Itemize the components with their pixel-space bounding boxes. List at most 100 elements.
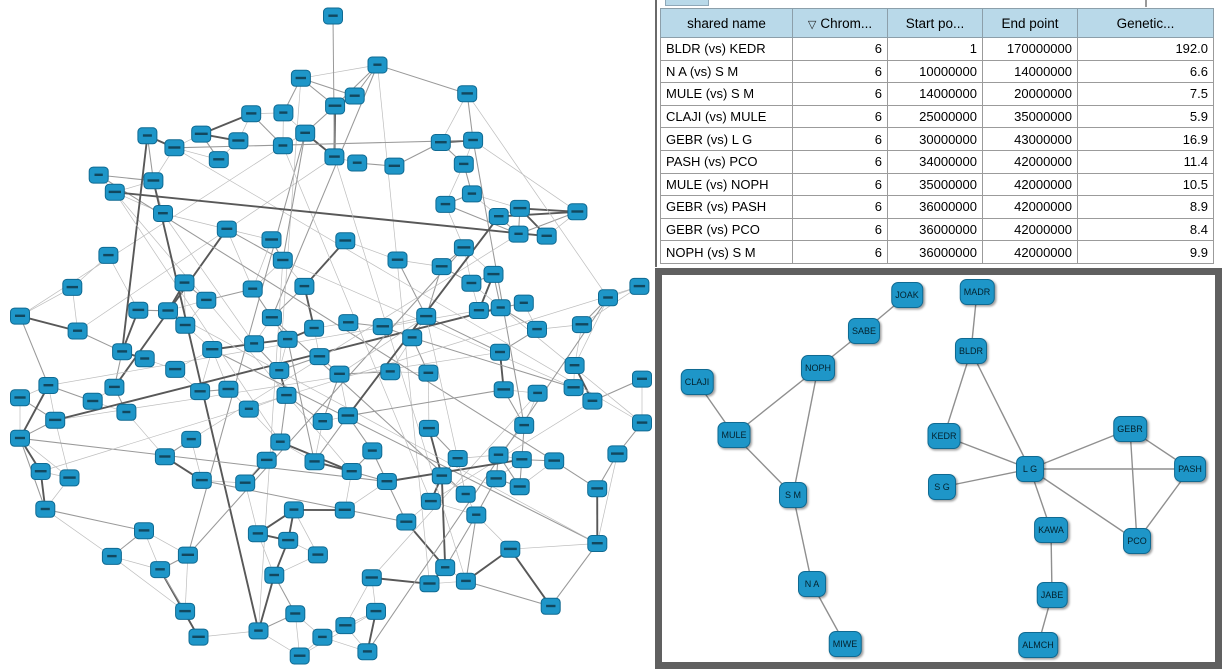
network-node[interactable] [511, 451, 532, 469]
network-node[interactable] [59, 469, 80, 487]
network-node[interactable] [269, 362, 290, 379]
network-node[interactable] [216, 220, 237, 238]
network-node[interactable] [341, 463, 362, 480]
network-node[interactable] [509, 478, 530, 496]
network-node[interactable] [174, 274, 195, 292]
network-node[interactable] [324, 148, 345, 166]
network-node-JOAK[interactable]: JOAK [891, 282, 923, 308]
network-node[interactable] [10, 389, 30, 407]
network-node[interactable] [295, 124, 316, 142]
network-node[interactable] [191, 471, 212, 489]
network-node[interactable] [455, 485, 476, 503]
network-node[interactable] [104, 183, 125, 201]
network-node[interactable] [134, 522, 154, 540]
network-node-GEBR[interactable]: GEBR [1113, 416, 1147, 442]
network-node[interactable] [461, 274, 482, 292]
network-node[interactable] [67, 322, 88, 340]
column-header-start-position[interactable]: Start po... [887, 8, 983, 38]
network-node[interactable] [418, 364, 439, 382]
network-node[interactable] [435, 195, 456, 213]
network-node[interactable] [283, 501, 304, 519]
network-node[interactable] [435, 559, 456, 577]
network-node[interactable] [62, 278, 83, 296]
network-node[interactable] [527, 384, 548, 402]
network-node[interactable] [304, 319, 325, 337]
network-node[interactable] [104, 378, 125, 396]
network-node[interactable] [261, 309, 282, 327]
network-node[interactable] [335, 232, 356, 250]
network-node-NOPH[interactable]: NOPH [800, 355, 836, 381]
network-node[interactable] [431, 258, 452, 276]
network-node[interactable] [248, 622, 269, 640]
network-node[interactable] [235, 474, 256, 492]
network-node[interactable] [508, 225, 529, 243]
network-node[interactable] [325, 97, 346, 115]
network-node[interactable] [143, 172, 164, 190]
network-node[interactable] [468, 302, 489, 319]
network-node[interactable] [164, 139, 185, 157]
network-node[interactable] [419, 575, 440, 593]
network-node[interactable] [490, 299, 511, 317]
column-header-chromosome[interactable]: ▽ Chrom... [792, 8, 888, 38]
network-node[interactable] [247, 525, 268, 543]
network-node[interactable] [384, 157, 405, 175]
network-node[interactable] [632, 370, 652, 388]
network-node-CLAJI[interactable]: CLAJI [680, 369, 714, 395]
network-node[interactable] [177, 546, 198, 564]
network-node-SABE[interactable]: SABE [847, 318, 881, 344]
network-node[interactable] [191, 125, 212, 143]
network-node[interactable] [453, 155, 474, 173]
network-node[interactable] [154, 448, 175, 466]
network-node[interactable] [294, 277, 315, 295]
network-node[interactable] [238, 400, 259, 418]
network-node[interactable] [150, 561, 171, 579]
network-node[interactable] [431, 467, 452, 485]
subnetwork-canvas[interactable]: JOAK MADR SABE BLDR NOPH CLAJI MULE KEDR GEBR L G… [662, 275, 1215, 662]
network-edge-SM-NA[interactable] [792, 494, 813, 585]
network-node[interactable] [335, 617, 356, 635]
network-node[interactable] [337, 407, 358, 425]
network-node[interactable] [453, 239, 474, 257]
network-edge-BLDR-LG[interactable] [970, 350, 1031, 470]
network-edge-NOPH-SM[interactable] [792, 367, 819, 496]
network-node[interactable] [277, 330, 298, 348]
network-node-ALMCH[interactable]: ALMCH [1018, 632, 1058, 658]
network-node[interactable] [540, 597, 561, 615]
network-node-BLDR[interactable]: BLDR [954, 338, 988, 364]
table-row[interactable]: BLDR (vs) KEDR 6 1 170000000 192.0 [660, 37, 1214, 61]
network-node[interactable] [509, 199, 530, 217]
network-node[interactable] [334, 501, 355, 519]
network-node[interactable] [455, 572, 476, 590]
network-node[interactable] [563, 379, 584, 397]
network-node[interactable] [598, 289, 618, 307]
network-node[interactable] [153, 205, 173, 222]
table-row[interactable]: MULE (vs) NOPH 6 35000000 42000000 10.5 [660, 172, 1214, 197]
network-node[interactable] [567, 203, 588, 221]
network-node-SM[interactable]: S M [779, 482, 807, 508]
network-node[interactable] [420, 492, 441, 510]
network-node[interactable] [188, 628, 209, 646]
network-node[interactable] [10, 429, 30, 447]
network-node[interactable] [242, 280, 263, 298]
network-node[interactable] [372, 318, 393, 336]
network-node-JABE[interactable]: JABE [1036, 582, 1068, 608]
network-node[interactable] [527, 320, 547, 338]
network-node-PCO[interactable]: PCO [1123, 528, 1151, 554]
subnetwork-panel[interactable]: JOAK MADR SABE BLDR NOPH CLAJI MULE KEDR GEBR L G… [655, 268, 1222, 669]
network-node[interactable] [396, 513, 417, 531]
network-node[interactable] [202, 341, 223, 358]
network-node[interactable] [347, 154, 368, 172]
network-node[interactable] [323, 7, 343, 25]
network-node[interactable] [190, 383, 211, 401]
network-node[interactable] [447, 450, 468, 467]
network-node[interactable] [101, 547, 122, 565]
network-node[interactable] [490, 343, 510, 361]
network-node[interactable] [380, 363, 401, 381]
table-row[interactable]: PASH (vs) PCO 6 34000000 42000000 11.4 [660, 149, 1214, 174]
main-network-canvas[interactable] [0, 0, 654, 669]
network-node[interactable] [632, 414, 652, 432]
network-node[interactable] [208, 151, 229, 169]
network-edge-SG-LG[interactable] [941, 468, 1031, 488]
network-node[interactable] [137, 127, 158, 145]
column-header-end-point[interactable]: End point [982, 8, 1078, 38]
